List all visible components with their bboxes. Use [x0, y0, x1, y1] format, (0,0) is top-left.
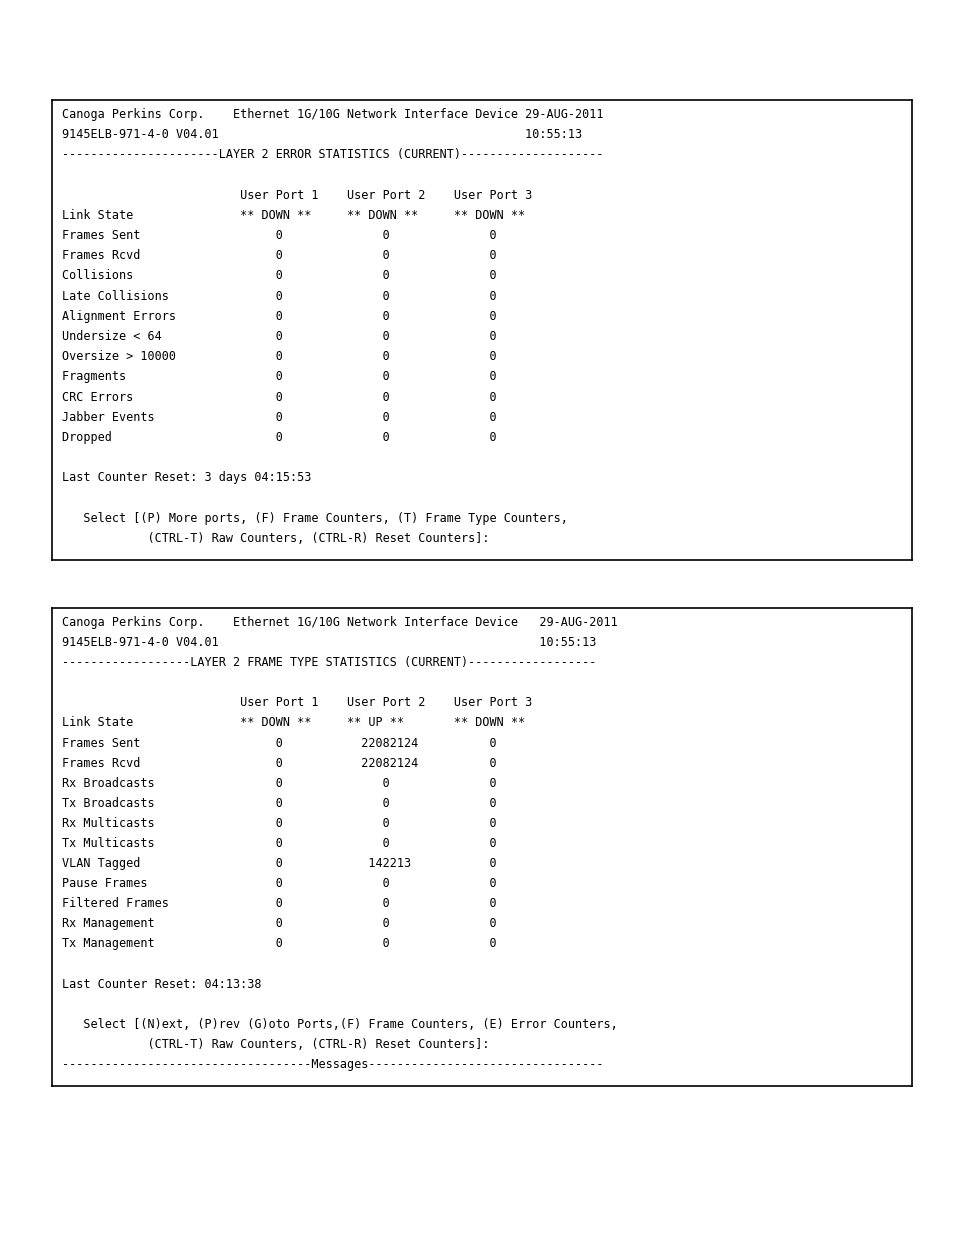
Text: Tx Management                 0              0              0: Tx Management 0 0 0 [62, 937, 497, 951]
Text: 9145ELB-971-4-0 V04.01                                           10:55:13: 9145ELB-971-4-0 V04.01 10:55:13 [62, 128, 581, 141]
Text: User Port 1    User Port 2    User Port 3: User Port 1 User Port 2 User Port 3 [62, 697, 532, 709]
Text: Jabber Events                 0              0              0: Jabber Events 0 0 0 [62, 411, 497, 424]
Text: Last Counter Reset: 3 days 04:15:53: Last Counter Reset: 3 days 04:15:53 [62, 472, 311, 484]
Text: 9145ELB-971-4-0 V04.01                                             10:55:13: 9145ELB-971-4-0 V04.01 10:55:13 [62, 636, 596, 650]
Text: Fragments                     0              0              0: Fragments 0 0 0 [62, 370, 497, 383]
Text: Last Counter Reset: 04:13:38: Last Counter Reset: 04:13:38 [62, 978, 261, 990]
Text: Alignment Errors              0              0              0: Alignment Errors 0 0 0 [62, 310, 497, 322]
Text: Oversize > 10000              0              0              0: Oversize > 10000 0 0 0 [62, 351, 497, 363]
Text: Frames Rcvd                   0           22082124          0: Frames Rcvd 0 22082124 0 [62, 757, 497, 769]
Text: Rx Multicasts                 0              0              0: Rx Multicasts 0 0 0 [62, 816, 497, 830]
Text: Tx Broadcasts                 0              0              0: Tx Broadcasts 0 0 0 [62, 797, 497, 810]
Text: Tx Multicasts                 0              0              0: Tx Multicasts 0 0 0 [62, 837, 497, 850]
Text: (CTRL-T) Raw Counters, (CTRL-R) Reset Counters]:: (CTRL-T) Raw Counters, (CTRL-R) Reset Co… [62, 1037, 489, 1051]
Text: Select [(N)ext, (P)rev (G)oto Ports,(F) Frame Counters, (E) Error Counters,: Select [(N)ext, (P)rev (G)oto Ports,(F) … [62, 1018, 618, 1031]
Text: ------------------LAYER 2 FRAME TYPE STATISTICS (CURRENT)------------------: ------------------LAYER 2 FRAME TYPE STA… [62, 656, 596, 669]
Text: Link State               ** DOWN **     ** DOWN **     ** DOWN **: Link State ** DOWN ** ** DOWN ** ** DOWN… [62, 209, 524, 222]
Text: Rx Management                 0              0              0: Rx Management 0 0 0 [62, 918, 497, 930]
Text: CRC Errors                    0              0              0: CRC Errors 0 0 0 [62, 390, 497, 404]
Text: -----------------------------------Messages---------------------------------: -----------------------------------Messa… [62, 1058, 603, 1071]
Text: User Port 1    User Port 2    User Port 3: User Port 1 User Port 2 User Port 3 [62, 189, 532, 201]
Text: Late Collisions               0              0              0: Late Collisions 0 0 0 [62, 290, 497, 303]
Text: ----------------------LAYER 2 ERROR STATISTICS (CURRENT)--------------------: ----------------------LAYER 2 ERROR STAT… [62, 148, 603, 162]
Text: Frames Sent                   0           22082124          0: Frames Sent 0 22082124 0 [62, 736, 497, 750]
Text: Frames Sent                   0              0              0: Frames Sent 0 0 0 [62, 228, 497, 242]
Text: Undersize < 64                0              0              0: Undersize < 64 0 0 0 [62, 330, 497, 343]
Text: Filtered Frames               0              0              0: Filtered Frames 0 0 0 [62, 897, 497, 910]
Text: Dropped                       0              0              0: Dropped 0 0 0 [62, 431, 497, 443]
Text: Canoga Perkins Corp.    Ethernet 1G/10G Network Interface Device 29-AUG-2011: Canoga Perkins Corp. Ethernet 1G/10G Net… [62, 107, 603, 121]
Text: VLAN Tagged                   0            142213           0: VLAN Tagged 0 142213 0 [62, 857, 497, 869]
Text: Link State               ** DOWN **     ** UP **       ** DOWN **: Link State ** DOWN ** ** UP ** ** DOWN *… [62, 716, 524, 730]
Text: Collisions                    0              0              0: Collisions 0 0 0 [62, 269, 497, 283]
Text: Frames Rcvd                   0              0              0: Frames Rcvd 0 0 0 [62, 249, 497, 262]
Text: (CTRL-T) Raw Counters, (CTRL-R) Reset Counters]:: (CTRL-T) Raw Counters, (CTRL-R) Reset Co… [62, 532, 489, 545]
Text: Select [(P) More ports, (F) Frame Counters, (T) Frame Type Counters,: Select [(P) More ports, (F) Frame Counte… [62, 511, 567, 525]
Text: Canoga Perkins Corp.    Ethernet 1G/10G Network Interface Device   29-AUG-2011: Canoga Perkins Corp. Ethernet 1G/10G Net… [62, 616, 618, 629]
Text: Pause Frames                  0              0              0: Pause Frames 0 0 0 [62, 877, 497, 890]
Text: Rx Broadcasts                 0              0              0: Rx Broadcasts 0 0 0 [62, 777, 497, 789]
